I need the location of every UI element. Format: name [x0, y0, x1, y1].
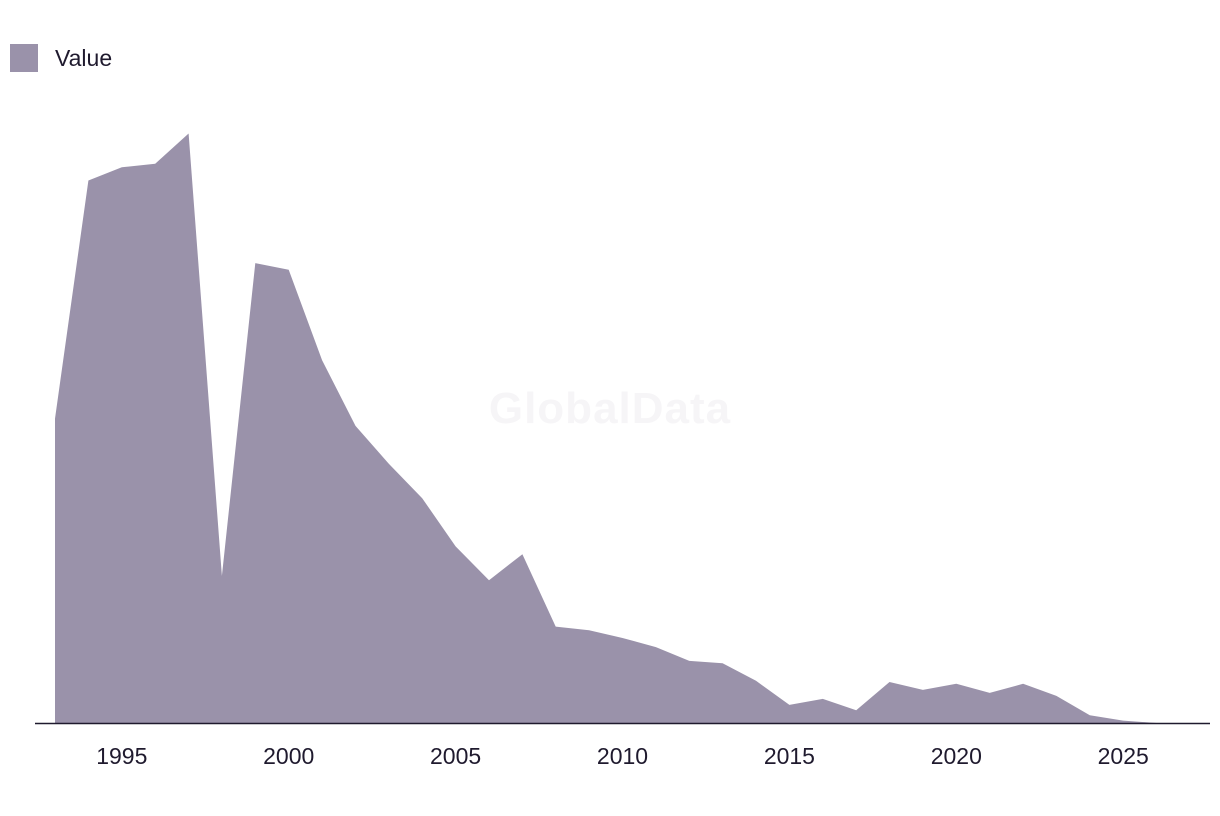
x-tick-label: 1995 [96, 743, 147, 769]
series-area-value [55, 133, 1157, 723]
legend-swatch [10, 44, 38, 72]
x-tick-label: 2025 [1098, 743, 1149, 769]
x-tick-label: 2000 [263, 743, 314, 769]
watermark: GlobalData [488, 384, 732, 433]
plot-area [55, 133, 1157, 723]
legend-label: Value [55, 44, 113, 71]
x-tick-label: 2010 [597, 743, 648, 769]
x-tick-label: 2005 [430, 743, 481, 769]
chart-legend: Value [10, 44, 112, 72]
x-axis: 1995 2000 2005 2010 2015 2020 2025 [35, 722, 1210, 769]
x-tick-label: 2015 [764, 743, 815, 769]
x-tick-label: 2020 [931, 743, 982, 769]
